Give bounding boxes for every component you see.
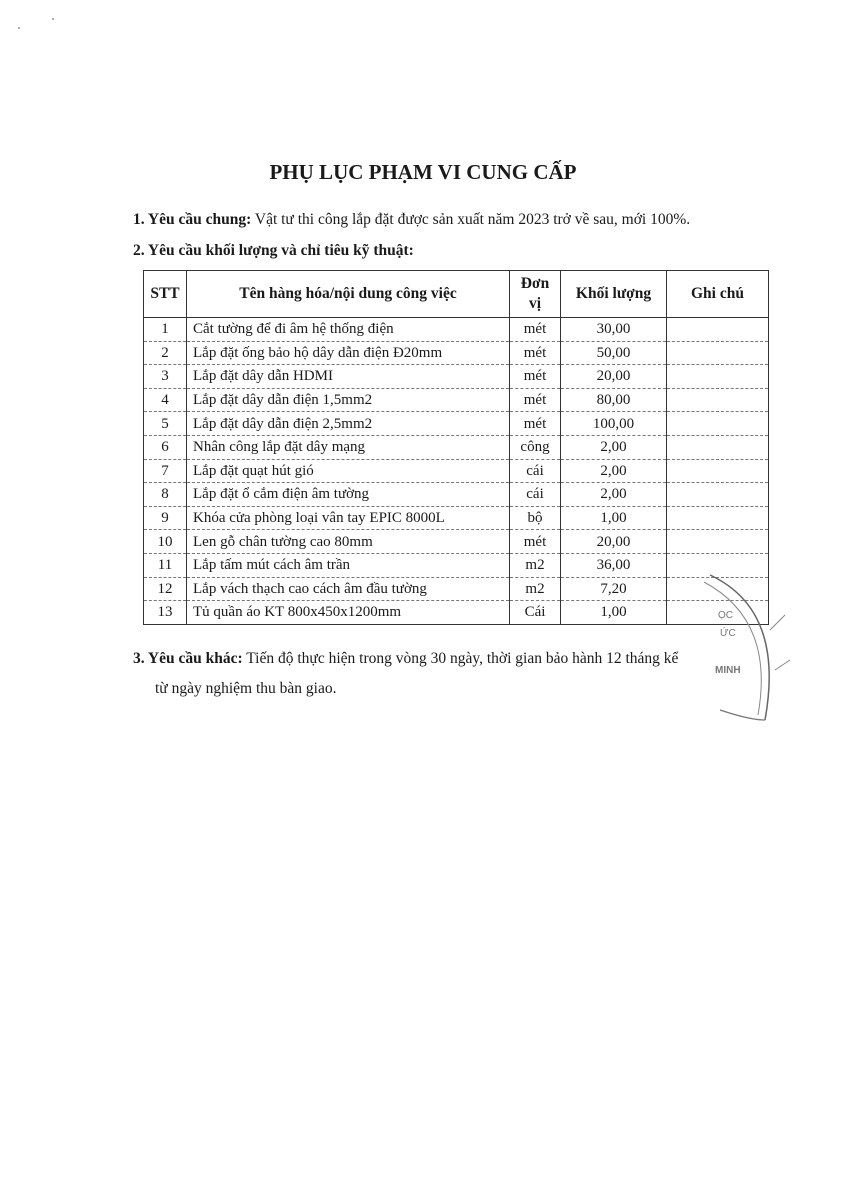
cell-note xyxy=(666,529,769,554)
table-row: 3 Lắp đặt dây dẫn HDMI mét 20,00 xyxy=(143,364,769,389)
cell-name: Lắp tấm mút cách âm trần xyxy=(186,552,510,578)
cell-name: Len gỗ chân tường cao 80mm xyxy=(186,529,510,554)
cell-note xyxy=(666,458,769,484)
cell-stt: 11 xyxy=(143,552,187,578)
cell-unit: mét xyxy=(509,340,561,366)
scan-speck xyxy=(18,27,20,29)
page-title: PHỤ LỤC PHẠM VI CUNG CẤP xyxy=(269,160,577,184)
cell-name: Lắp đặt quạt hút gió xyxy=(186,458,510,484)
cell-quantity: 1,00 xyxy=(560,505,667,531)
cell-name: Lắp đặt dây dẫn điện 1,5mm2 xyxy=(186,387,510,413)
cell-name: Lắp đặt dây dẫn điện 2,5mm2 xyxy=(186,411,510,436)
header-unit: Đơn vị xyxy=(509,270,561,318)
section-3-text: Tiến độ thực hiện trong vòng 30 ngày, th… xyxy=(242,650,679,667)
cell-stt: 12 xyxy=(143,576,187,602)
section-3: 3. Yêu cầu khác: Tiến độ thực hiện trong… xyxy=(133,650,678,668)
cell-unit: bộ xyxy=(509,505,561,531)
cell-unit: cái xyxy=(509,458,561,484)
cell-stt: 8 xyxy=(143,482,187,507)
cell-stt: 6 xyxy=(143,434,187,460)
cell-quantity: 2,00 xyxy=(560,482,667,507)
cell-stt: 3 xyxy=(143,364,187,389)
table-row: 1 Cắt tường để đi âm hệ thống điện mét 30,0… xyxy=(143,317,769,342)
section-3-label: 3. Yêu cầu khác: xyxy=(133,650,243,667)
header-note: Ghi chú xyxy=(666,270,769,318)
cell-note xyxy=(666,482,769,507)
cell-quantity: 50,00 xyxy=(560,340,667,366)
section-2-label: 2. Yêu cầu khối lượng và chỉ tiêu kỹ thu… xyxy=(133,242,414,259)
table-row: 5 Lắp đặt dây dẫn điện 2,5mm2 mét 100,00 xyxy=(143,411,769,436)
cell-stt: 4 xyxy=(143,387,187,413)
scope-table: STT Tên hàng hóa/nội dung công việc Đơn … xyxy=(143,270,769,625)
cell-quantity: 1,00 xyxy=(560,600,667,625)
section-1-label: 1. Yêu cầu chung: xyxy=(133,211,252,228)
header-name: Tên hàng hóa/nội dung công việc xyxy=(186,270,510,318)
cell-name: Nhân công lắp đặt dây mạng xyxy=(186,434,510,460)
cell-unit: công xyxy=(509,434,561,460)
cell-unit: m2 xyxy=(509,552,561,578)
cell-name: Lắp vách thạch cao cách âm đầu tường xyxy=(186,576,510,602)
cell-name: Lắp đặt ổ cắm điện âm tường xyxy=(186,482,510,507)
cell-note xyxy=(666,434,769,460)
cell-note xyxy=(666,387,769,413)
cell-name: Khóa cửa phòng loại vân tay EPIC 8000L xyxy=(186,505,510,531)
cell-stt: 13 xyxy=(143,600,187,625)
cell-quantity: 100,00 xyxy=(560,411,667,436)
cell-name: Cắt tường để đi âm hệ thống điện xyxy=(186,317,510,342)
table-header-row: STT Tên hàng hóa/nội dung công việc Đơn … xyxy=(143,270,769,318)
cell-stt: 7 xyxy=(143,458,187,484)
cell-quantity: 7,20 xyxy=(560,576,667,602)
cell-stt: 10 xyxy=(143,529,187,554)
cell-quantity: 36,00 xyxy=(560,552,667,578)
header-stt: STT xyxy=(143,270,187,318)
cell-stt: 5 xyxy=(143,411,187,436)
cell-unit: mét xyxy=(509,529,561,554)
table-row: 13 Tủ quần áo KT 800x450x1200mm Cái 1,00 xyxy=(143,600,769,625)
cell-quantity: 80,00 xyxy=(560,387,667,413)
cell-name: Lắp đặt dây dẫn HDMI xyxy=(186,364,510,389)
cell-note xyxy=(666,340,769,366)
cell-unit: mét xyxy=(509,364,561,389)
cell-unit: mét xyxy=(509,317,561,342)
cell-quantity: 30,00 xyxy=(560,317,667,342)
cell-stt: 9 xyxy=(143,505,187,531)
cell-unit: m2 xyxy=(509,576,561,602)
cell-quantity: 2,00 xyxy=(560,434,667,460)
cell-quantity: 20,00 xyxy=(560,364,667,389)
table-row: 2 Lắp đặt ống bảo hộ dây dẫn điện Ð20mm mé… xyxy=(143,340,769,366)
section-1-text: Vật tư thi công lắp đặt được sản xuất nă… xyxy=(251,211,691,228)
cell-quantity: 20,00 xyxy=(560,529,667,554)
header-quantity: Khối lượng xyxy=(560,270,667,318)
table-row: 7 Lắp đặt quạt hút gió cái 2,00 xyxy=(143,458,769,484)
table-row: 6 Nhân công lắp đặt dây mạng công 2,00 xyxy=(143,434,769,460)
table-row: 11 Lắp tấm mút cách âm trần m2 36,00 xyxy=(143,552,769,578)
cell-note xyxy=(666,600,769,625)
cell-quantity: 2,00 xyxy=(560,458,667,484)
table-row: 9 Khóa cửa phòng loại vân tay EPIC 8000L b… xyxy=(143,505,769,531)
table-row: 4 Lắp đặt dây dẫn điện 1,5mm2 mét 80,00 xyxy=(143,387,769,413)
cell-name: Tủ quần áo KT 800x450x1200mm xyxy=(186,600,510,625)
stamp-arcs xyxy=(703,574,791,721)
cell-name: Lắp đặt ống bảo hộ dây dẫn điện Ð20mm xyxy=(186,340,510,366)
cell-note xyxy=(666,411,769,436)
section-1: 1. Yêu cầu chung: Vật tư thi công lắp đặ… xyxy=(133,211,690,229)
cell-note xyxy=(666,364,769,389)
section-3-text-cont: từ ngày nghiệm thu bàn giao. xyxy=(155,680,337,697)
cell-unit: mét xyxy=(509,387,561,413)
table-row: 12 Lắp vách thạch cao cách âm đầu tường m2… xyxy=(143,576,769,602)
cell-unit: mét xyxy=(509,411,561,436)
cell-stt: 2 xyxy=(143,340,187,366)
cell-unit: Cái xyxy=(509,600,561,625)
section-2: 2. Yêu cầu khối lượng và chỉ tiêu kỹ thu… xyxy=(133,242,414,260)
scan-speck xyxy=(52,18,54,20)
cell-unit: cái xyxy=(509,482,561,507)
table-row: 8 Lắp đặt ổ cắm điện âm tường cái 2,00 xyxy=(143,482,769,507)
table-row: 10 Len gỗ chân tường cao 80mm mét 20,00 xyxy=(143,529,769,554)
cell-note xyxy=(666,505,769,531)
company-stamp: ỌC ỨC MINH xyxy=(690,570,810,745)
cell-stt: 1 xyxy=(143,317,187,342)
cell-note xyxy=(666,317,769,342)
